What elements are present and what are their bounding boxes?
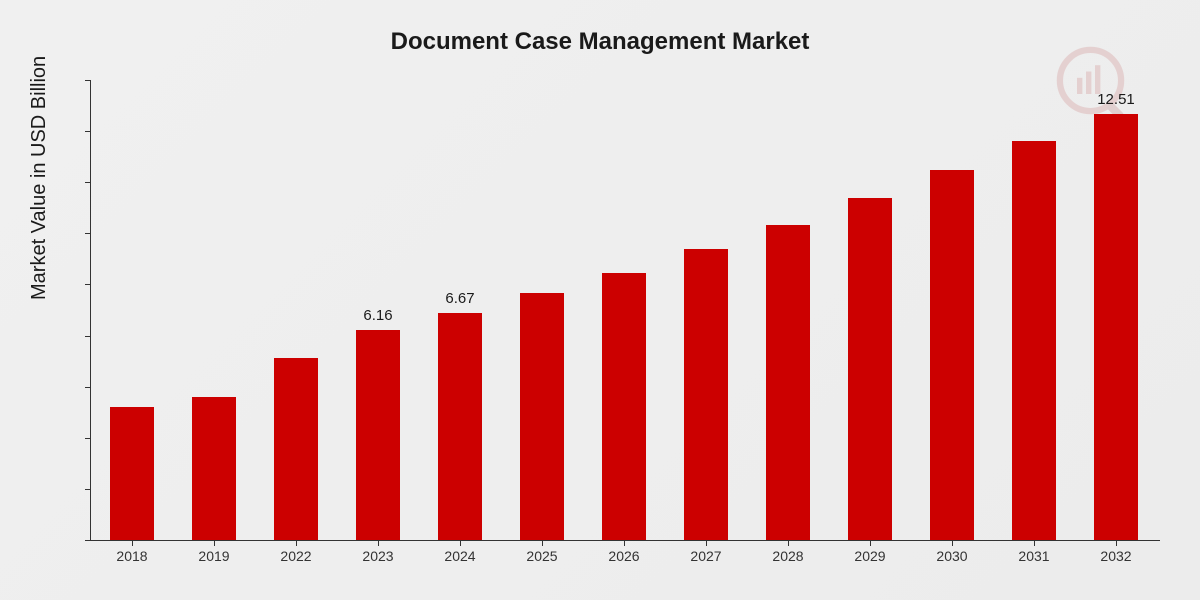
bar: [520, 293, 564, 540]
xtick-mark: [952, 540, 953, 546]
xtick-label: 2023: [353, 548, 403, 564]
ytick-mark: [85, 540, 90, 541]
bar: [274, 358, 318, 540]
xtick-label: 2031: [1009, 548, 1059, 564]
bar: [1094, 114, 1138, 540]
xtick-label: 2025: [517, 548, 567, 564]
xtick-mark: [542, 540, 543, 546]
bar-container: 6.16 6.67 12.51: [90, 80, 1160, 540]
xtick-mark: [706, 540, 707, 546]
xtick-mark: [132, 540, 133, 546]
bar: [766, 225, 810, 540]
xtick-label: 2024: [435, 548, 485, 564]
x-axis-line: [90, 540, 1160, 541]
bar-value-label: 12.51: [1094, 91, 1138, 108]
xtick-label: 2032: [1091, 548, 1141, 564]
xtick-mark: [870, 540, 871, 546]
xtick-label: 2018: [107, 548, 157, 564]
bar: [110, 407, 154, 540]
bar: [930, 170, 974, 540]
xtick-label: 2022: [271, 548, 321, 564]
xtick-mark: [624, 540, 625, 546]
bar: [356, 330, 400, 540]
xtick-label: 2019: [189, 548, 239, 564]
xtick-label: 2029: [845, 548, 895, 564]
bar-value-label: 6.16: [356, 307, 400, 324]
bar-value-label: 6.67: [438, 290, 482, 307]
xtick-mark: [378, 540, 379, 546]
xtick-mark: [788, 540, 789, 546]
bar: [602, 273, 646, 540]
bar: [192, 397, 236, 540]
xtick-mark: [296, 540, 297, 546]
xtick-mark: [1116, 540, 1117, 546]
y-axis-label: Market Value in USD Billion: [28, 56, 51, 300]
chart-title: Document Case Management Market: [0, 28, 1200, 56]
xtick-label: 2026: [599, 548, 649, 564]
xtick-mark: [1034, 540, 1035, 546]
bar: [848, 198, 892, 540]
xtick-mark: [460, 540, 461, 546]
xtick-label: 2030: [927, 548, 977, 564]
bar: [1012, 141, 1056, 540]
xtick-label: 2027: [681, 548, 731, 564]
xtick-mark: [214, 540, 215, 546]
bar: [438, 313, 482, 540]
bar: [684, 249, 728, 540]
xtick-label: 2028: [763, 548, 813, 564]
